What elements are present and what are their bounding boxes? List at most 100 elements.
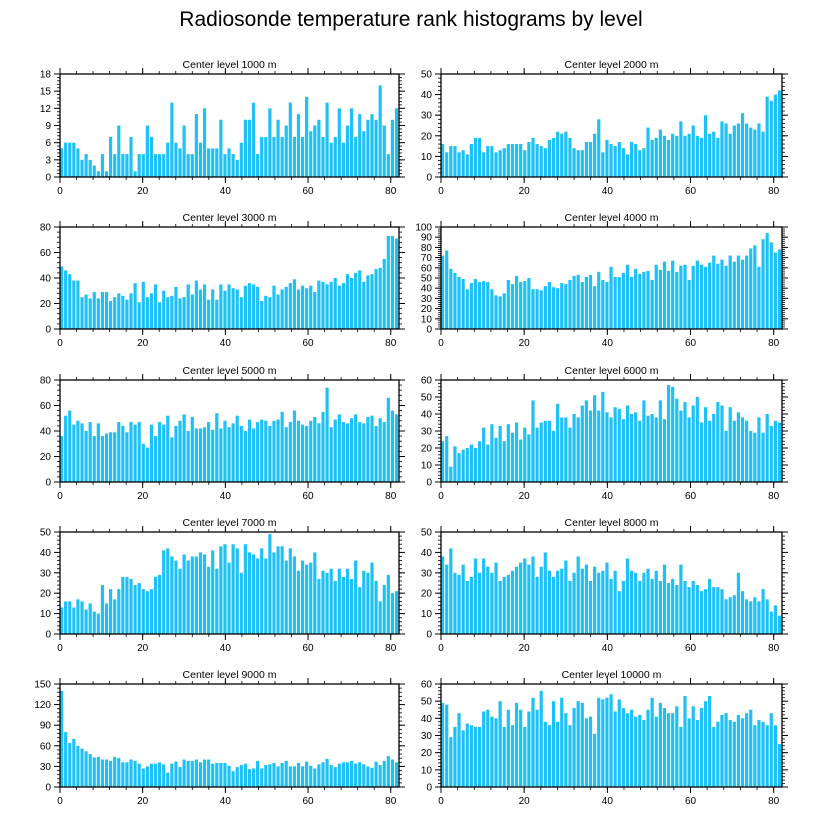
histogram-bar [576, 417, 580, 482]
histogram-bar [777, 615, 782, 634]
histogram-bar [227, 765, 231, 787]
histogram-bar [141, 154, 145, 177]
histogram-bar [605, 412, 609, 482]
histogram-bar [72, 738, 76, 787]
histogram-bar [382, 422, 386, 482]
x-tick-label: 80 [768, 491, 780, 502]
histogram-bar [239, 297, 243, 330]
histogram-bar [642, 148, 646, 177]
histogram-bar [166, 142, 170, 177]
histogram-bar [699, 708, 704, 787]
histogram-bar [650, 414, 654, 482]
histogram-bar [96, 298, 100, 329]
histogram-bar [358, 762, 362, 787]
y-tick-label: 150 [34, 680, 51, 691]
histogram-bar [170, 102, 174, 177]
histogram-bar [382, 258, 386, 330]
histogram-bar [551, 576, 556, 634]
histogram-bar [539, 422, 543, 482]
histogram-bar [227, 562, 231, 634]
histogram-bar [683, 264, 687, 329]
histogram-bar [198, 552, 203, 634]
histogram-bar [268, 764, 272, 787]
histogram-bar [68, 743, 72, 787]
histogram-bar [527, 141, 531, 177]
x-tick-label: 80 [768, 338, 780, 349]
histogram-bar [113, 432, 117, 482]
histogram-bar [675, 398, 679, 482]
histogram-bar [477, 726, 482, 787]
histogram-bar [256, 286, 260, 329]
histogram-bar [765, 233, 769, 329]
y-tick-label: 0 [426, 173, 432, 184]
histogram-bar [712, 726, 716, 787]
histogram-bar [527, 564, 531, 634]
histogram-bar [510, 570, 515, 634]
histogram-panel: Center level 5000 m 0 20 40 60 80 0 20 40 60 80 [40, 365, 405, 502]
histogram-bar [280, 289, 284, 329]
x-tick-label: 60 [685, 186, 697, 197]
histogram-bar [309, 765, 313, 787]
y-tick-label: 10 [421, 314, 433, 325]
histogram-bar [386, 235, 390, 329]
histogram-bar [366, 119, 370, 177]
histogram-bar [646, 568, 650, 634]
histogram-bar [288, 422, 292, 482]
histogram-bar [243, 544, 247, 634]
histogram-bar [621, 148, 625, 177]
histogram-bar [687, 587, 691, 634]
histogram-bar [394, 591, 399, 634]
histogram-bar [477, 282, 482, 329]
histogram-bar [125, 299, 129, 329]
histogram-bar [634, 144, 638, 177]
histogram-bar [166, 772, 170, 787]
histogram-bar [174, 761, 178, 787]
histogram-bar [370, 562, 374, 634]
panel-title: Center level 8000 m [565, 517, 659, 529]
histogram-bar [300, 766, 305, 787]
histogram-bar [92, 292, 96, 329]
histogram-bar [482, 427, 486, 482]
histogram-bar [178, 767, 182, 787]
histogram-bar [449, 548, 453, 634]
histogram-bar [231, 154, 235, 177]
histogram-bar [190, 760, 194, 787]
histogram-bar [662, 564, 667, 634]
histogram-bar [345, 125, 350, 177]
histogram-bar [597, 697, 601, 787]
histogram-bar [202, 759, 207, 787]
histogram-bar [441, 255, 445, 329]
histogram-bar [777, 249, 782, 329]
histogram-bar [329, 765, 333, 787]
histogram-bar [178, 568, 182, 634]
histogram-bar [728, 255, 732, 329]
histogram-bar [457, 276, 461, 329]
histogram-bar [736, 714, 741, 787]
histogram-bar [769, 100, 773, 177]
histogram-bar [292, 410, 296, 482]
y-tick-label: 40 [421, 410, 433, 421]
histogram-bar [264, 765, 268, 787]
histogram-bar [712, 414, 716, 482]
histogram-bar [125, 432, 129, 482]
y-tick-label: 10 [421, 765, 433, 776]
histogram-bar [749, 709, 753, 787]
histogram-bar [629, 414, 634, 482]
histogram-bar [629, 570, 634, 634]
histogram-bar [305, 564, 309, 634]
histogram-bar [260, 768, 264, 787]
histogram-bar [100, 436, 105, 482]
histogram-bar [158, 154, 162, 177]
histogram-bar [341, 576, 345, 634]
histogram-bar [564, 131, 568, 177]
histogram-bar [354, 560, 358, 634]
histogram-bar [394, 108, 399, 177]
histogram-bar [638, 273, 642, 329]
histogram-bar [194, 114, 198, 177]
histogram-bar [104, 433, 109, 482]
histogram-bar [133, 171, 137, 177]
histogram-bar [362, 281, 366, 329]
histogram-panel: Center level 7000 m 0 20 40 60 80 0 10 20 30 40 50 [40, 517, 405, 654]
histogram-bar [60, 266, 64, 329]
histogram-bar [601, 152, 605, 177]
